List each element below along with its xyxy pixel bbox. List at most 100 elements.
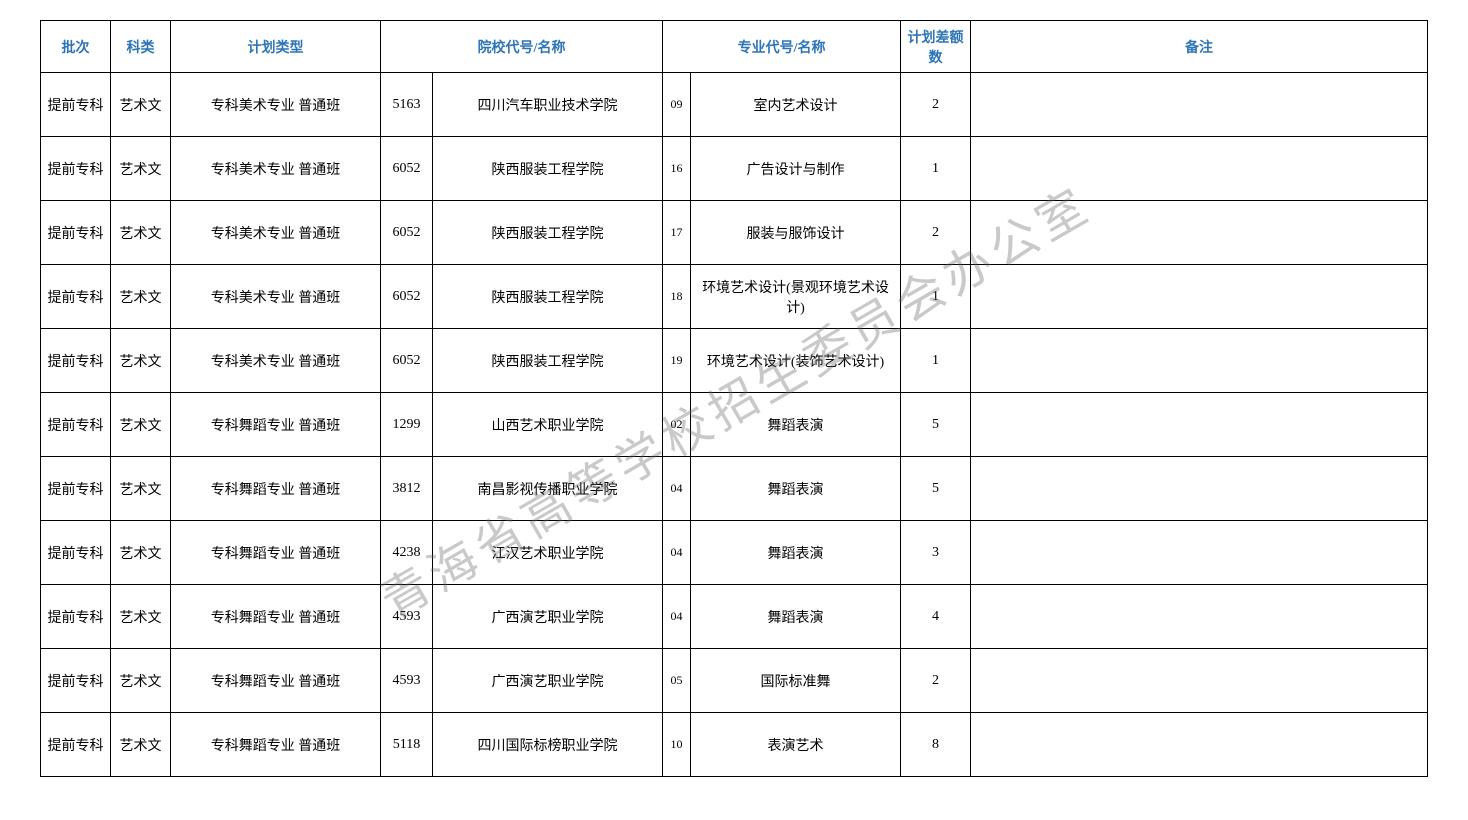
cell-category: 艺术文 — [111, 585, 171, 649]
cell-majorcode: 04 — [663, 585, 691, 649]
cell-remark — [971, 393, 1428, 457]
header-plantype: 计划类型 — [171, 21, 381, 73]
cell-schoolname: 四川汽车职业技术学院 — [433, 73, 663, 137]
cell-majorcode: 18 — [663, 265, 691, 329]
cell-schoolname: 陕西服装工程学院 — [433, 329, 663, 393]
cell-batch: 提前专科 — [41, 585, 111, 649]
cell-remark — [971, 73, 1428, 137]
cell-schoolcode: 4238 — [381, 521, 433, 585]
cell-schoolcode: 4593 — [381, 649, 433, 713]
cell-plantype: 专科舞蹈专业 普通班 — [171, 713, 381, 777]
cell-schoolcode: 3812 — [381, 457, 433, 521]
cell-majorcode: 10 — [663, 713, 691, 777]
cell-remark — [971, 265, 1428, 329]
cell-batch: 提前专科 — [41, 457, 111, 521]
cell-quota: 2 — [901, 73, 971, 137]
cell-plantype: 专科美术专业 普通班 — [171, 329, 381, 393]
header-category: 科类 — [111, 21, 171, 73]
cell-quota: 5 — [901, 457, 971, 521]
cell-quota: 2 — [901, 649, 971, 713]
cell-category: 艺术文 — [111, 521, 171, 585]
cell-quota: 1 — [901, 137, 971, 201]
cell-schoolcode: 6052 — [381, 201, 433, 265]
cell-majorname: 舞蹈表演 — [691, 457, 901, 521]
cell-batch: 提前专科 — [41, 137, 111, 201]
cell-batch: 提前专科 — [41, 201, 111, 265]
table-row: 提前专科艺术文专科舞蹈专业 普通班3812南昌影视传播职业学院04舞蹈表演5 — [41, 457, 1428, 521]
header-row: 批次 科类 计划类型 院校代号/名称 专业代号/名称 计划差额数 备注 — [41, 21, 1428, 73]
header-quota: 计划差额数 — [901, 21, 971, 73]
cell-batch: 提前专科 — [41, 73, 111, 137]
cell-plantype: 专科舞蹈专业 普通班 — [171, 585, 381, 649]
table-header: 批次 科类 计划类型 院校代号/名称 专业代号/名称 计划差额数 备注 — [41, 21, 1428, 73]
header-batch: 批次 — [41, 21, 111, 73]
cell-category: 艺术文 — [111, 329, 171, 393]
cell-batch: 提前专科 — [41, 521, 111, 585]
cell-schoolname: 陕西服装工程学院 — [433, 201, 663, 265]
cell-majorcode: 16 — [663, 137, 691, 201]
cell-schoolname: 山西艺术职业学院 — [433, 393, 663, 457]
cell-batch: 提前专科 — [41, 393, 111, 457]
cell-schoolcode: 6052 — [381, 137, 433, 201]
cell-schoolname: 陕西服装工程学院 — [433, 137, 663, 201]
table-row: 提前专科艺术文专科美术专业 普通班5163四川汽车职业技术学院09室内艺术设计2 — [41, 73, 1428, 137]
cell-remark — [971, 521, 1428, 585]
cell-majorname: 室内艺术设计 — [691, 73, 901, 137]
cell-plantype: 专科美术专业 普通班 — [171, 265, 381, 329]
cell-quota: 1 — [901, 329, 971, 393]
cell-quota: 5 — [901, 393, 971, 457]
table-row: 提前专科艺术文专科美术专业 普通班6052陕西服装工程学院18环境艺术设计(景观… — [41, 265, 1428, 329]
cell-batch: 提前专科 — [41, 329, 111, 393]
cell-category: 艺术文 — [111, 73, 171, 137]
cell-schoolname: 广西演艺职业学院 — [433, 649, 663, 713]
header-major: 专业代号/名称 — [663, 21, 901, 73]
cell-schoolcode: 5163 — [381, 73, 433, 137]
cell-majorname: 舞蹈表演 — [691, 521, 901, 585]
header-remark: 备注 — [971, 21, 1428, 73]
cell-plantype: 专科美术专业 普通班 — [171, 73, 381, 137]
cell-remark — [971, 713, 1428, 777]
table-row: 提前专科艺术文专科舞蹈专业 普通班4593广西演艺职业学院05国际标准舞2 — [41, 649, 1428, 713]
cell-majorname: 环境艺术设计(景观环境艺术设计) — [691, 265, 901, 329]
table-row: 提前专科艺术文专科美术专业 普通班6052陕西服装工程学院17服装与服饰设计2 — [41, 201, 1428, 265]
table-container: 批次 科类 计划类型 院校代号/名称 专业代号/名称 计划差额数 备注 提前专科… — [40, 20, 1428, 777]
cell-majorcode: 17 — [663, 201, 691, 265]
cell-schoolname: 南昌影视传播职业学院 — [433, 457, 663, 521]
cell-majorname: 舞蹈表演 — [691, 585, 901, 649]
cell-majorcode: 02 — [663, 393, 691, 457]
cell-majorname: 环境艺术设计(装饰艺术设计) — [691, 329, 901, 393]
cell-remark — [971, 457, 1428, 521]
cell-remark — [971, 649, 1428, 713]
cell-majorname: 广告设计与制作 — [691, 137, 901, 201]
cell-schoolcode: 5118 — [381, 713, 433, 777]
cell-majorcode: 04 — [663, 521, 691, 585]
cell-majorcode: 05 — [663, 649, 691, 713]
cell-majorcode: 09 — [663, 73, 691, 137]
cell-plantype: 专科舞蹈专业 普通班 — [171, 457, 381, 521]
cell-plantype: 专科舞蹈专业 普通班 — [171, 521, 381, 585]
cell-plantype: 专科舞蹈专业 普通班 — [171, 649, 381, 713]
admissions-table: 批次 科类 计划类型 院校代号/名称 专业代号/名称 计划差额数 备注 提前专科… — [40, 20, 1428, 777]
cell-schoolcode: 6052 — [381, 265, 433, 329]
table-row: 提前专科艺术文专科舞蹈专业 普通班1299山西艺术职业学院02舞蹈表演5 — [41, 393, 1428, 457]
table-body: 提前专科艺术文专科美术专业 普通班5163四川汽车职业技术学院09室内艺术设计2… — [41, 73, 1428, 777]
cell-majorcode: 04 — [663, 457, 691, 521]
cell-schoolcode: 4593 — [381, 585, 433, 649]
table-row: 提前专科艺术文专科舞蹈专业 普通班4238江汉艺术职业学院04舞蹈表演3 — [41, 521, 1428, 585]
cell-remark — [971, 201, 1428, 265]
cell-schoolcode: 6052 — [381, 329, 433, 393]
table-row: 提前专科艺术文专科美术专业 普通班6052陕西服装工程学院16广告设计与制作1 — [41, 137, 1428, 201]
cell-category: 艺术文 — [111, 265, 171, 329]
cell-category: 艺术文 — [111, 649, 171, 713]
header-school: 院校代号/名称 — [381, 21, 663, 73]
cell-plantype: 专科美术专业 普通班 — [171, 137, 381, 201]
cell-remark — [971, 585, 1428, 649]
cell-batch: 提前专科 — [41, 265, 111, 329]
cell-plantype: 专科美术专业 普通班 — [171, 201, 381, 265]
cell-schoolname: 广西演艺职业学院 — [433, 585, 663, 649]
cell-remark — [971, 137, 1428, 201]
table-row: 提前专科艺术文专科舞蹈专业 普通班4593广西演艺职业学院04舞蹈表演4 — [41, 585, 1428, 649]
cell-schoolname: 四川国际标榜职业学院 — [433, 713, 663, 777]
cell-category: 艺术文 — [111, 457, 171, 521]
cell-batch: 提前专科 — [41, 649, 111, 713]
